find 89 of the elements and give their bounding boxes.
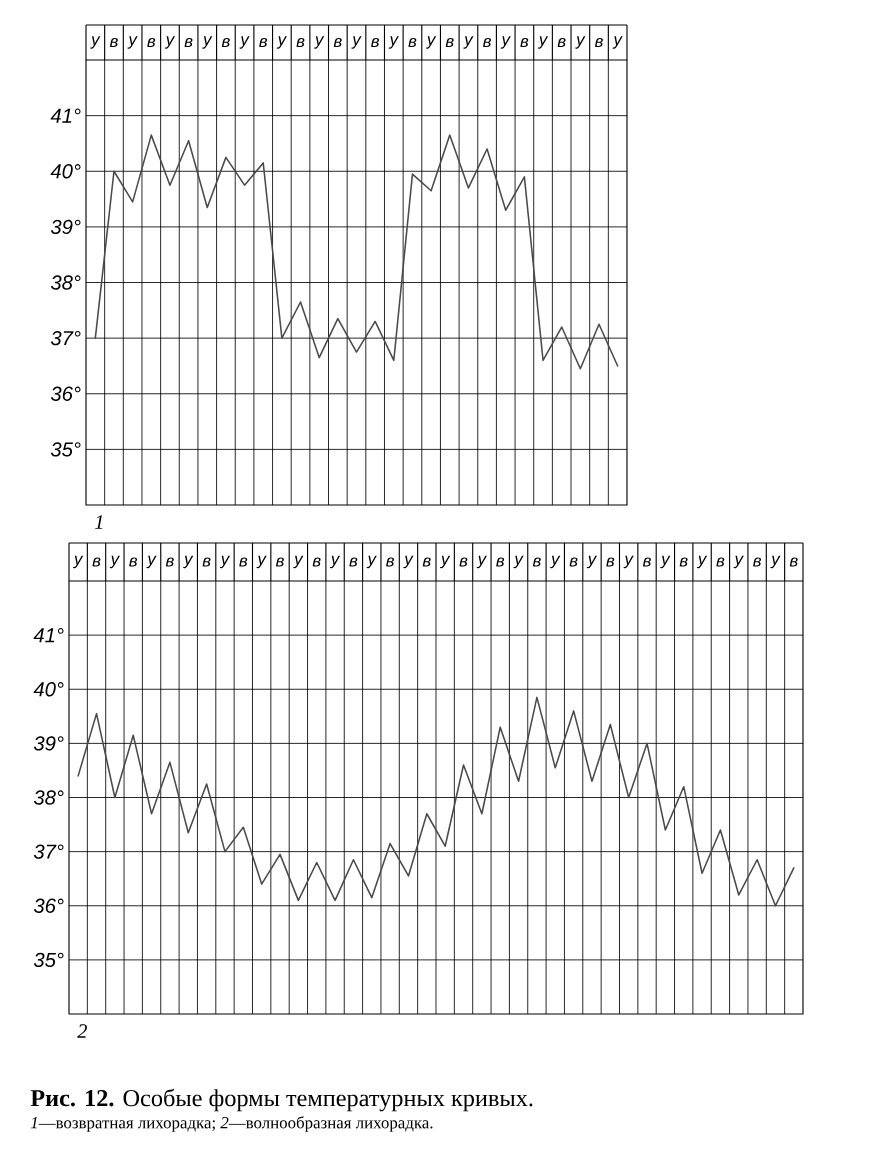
x-tick-label: у: [73, 555, 84, 569]
x-tick-label: у: [660, 555, 671, 569]
y-tick-label: 39°: [50, 219, 81, 235]
x-tick-label: у: [164, 36, 176, 49]
x-tick-label: у: [733, 555, 744, 569]
y-tick-label: 37°: [33, 844, 64, 859]
y-tick-label: 35°: [33, 952, 64, 968]
x-tick-label: у: [440, 555, 451, 569]
x-tick-label: в: [165, 557, 174, 567]
x-tick-label: у: [276, 36, 287, 49]
x-tick-label: в: [557, 37, 566, 48]
x-tick-label: у: [623, 555, 634, 569]
x-tick-label: у: [500, 36, 511, 49]
x-tick-label: у: [183, 555, 194, 569]
x-tick-label: в: [259, 37, 268, 48]
x-tick-label: у: [388, 36, 399, 49]
y-tick-label: 39°: [33, 736, 64, 751]
y-tick-label: 40°: [33, 682, 64, 697]
x-tick-label: в: [716, 557, 725, 567]
x-tick-label: в: [408, 37, 417, 48]
x-tick-label: у: [256, 555, 267, 569]
x-tick-label: в: [275, 557, 284, 567]
y-tick-label: 38°: [50, 275, 81, 290]
text: 1—возвратная лихорадка; 2—волнообразная лихорадка.: [30, 1116, 433, 1132]
x-tick-label: в: [184, 37, 193, 48]
x-tick-label: в: [532, 557, 541, 567]
x-tick-label: у: [219, 555, 231, 569]
x-tick-label: в: [459, 557, 468, 567]
x-tick-label: у: [537, 36, 549, 49]
x-tick-label: у: [463, 36, 474, 49]
x-tick-label: в: [371, 37, 380, 48]
x-tick-label: у: [476, 555, 487, 569]
text: Рис. 12. Особые формы температурных кривых.: [30, 1088, 533, 1112]
x-tick-label: у: [575, 36, 586, 49]
y-tick-label: 40°: [50, 164, 81, 179]
x-tick-label: у: [696, 555, 708, 569]
x-tick-label: в: [789, 557, 798, 567]
y-tick-label: 38°: [33, 790, 64, 805]
x-tick-label: у: [513, 555, 524, 569]
x-tick-label: в: [483, 37, 491, 48]
x-tick-label: у: [586, 555, 598, 569]
x-tick-label: у: [293, 555, 304, 569]
x-tick-label: в: [386, 557, 395, 567]
x-tick-label: в: [422, 557, 431, 567]
x-tick-label: у: [146, 555, 157, 569]
x-tick-label: в: [147, 37, 156, 48]
x-tick-label: у: [403, 555, 414, 569]
x-tick-label: в: [753, 557, 762, 567]
text: 2: [77, 1024, 87, 1038]
y-tick-label: 35°: [50, 442, 81, 457]
x-tick-label: в: [642, 557, 651, 567]
y-tick-label: 37°: [50, 330, 81, 346]
x-tick-label: у: [550, 555, 561, 569]
x-tick-label: у: [314, 36, 325, 49]
x-tick-label: в: [349, 557, 358, 567]
x-tick-label: в: [679, 557, 688, 567]
x-tick-label: у: [366, 555, 377, 569]
line-series: [94, 134, 619, 370]
x-tick-label: у: [90, 36, 101, 49]
x-tick-label: в: [520, 37, 529, 48]
x-tick-label: в: [606, 557, 615, 567]
x-tick-label: в: [312, 557, 321, 567]
x-tick-label: у: [239, 36, 250, 49]
x-tick-label: у: [127, 36, 138, 49]
line-series: [77, 696, 795, 907]
x-tick-label: в: [92, 557, 101, 567]
x-tick-label: у: [109, 555, 120, 569]
y-tick-label: 41°: [50, 108, 81, 123]
x-tick-label: у: [202, 36, 213, 49]
y-tick-label: 41°: [33, 628, 64, 643]
x-tick-label: в: [445, 37, 454, 48]
x-tick-label: в: [569, 557, 578, 567]
x-tick-label: в: [221, 37, 230, 48]
x-tick-label: у: [329, 555, 341, 569]
x-tick-label: у: [770, 555, 781, 569]
x-tick-label: в: [202, 557, 211, 567]
text: 1: [95, 515, 103, 529]
x-tick-label: в: [594, 37, 603, 48]
x-tick-label: у: [425, 36, 437, 49]
x-tick-label: в: [333, 37, 342, 48]
x-tick-label: в: [129, 557, 138, 567]
x-tick-label: в: [109, 37, 118, 48]
x-tick-label: у: [612, 36, 623, 49]
y-tick-label: 36°: [50, 386, 81, 401]
x-tick-label: в: [296, 37, 305, 48]
y-tick-label: 36°: [33, 898, 64, 913]
x-tick-label: в: [496, 557, 505, 567]
x-tick-label: у: [351, 36, 362, 49]
x-tick-label: в: [239, 557, 248, 567]
